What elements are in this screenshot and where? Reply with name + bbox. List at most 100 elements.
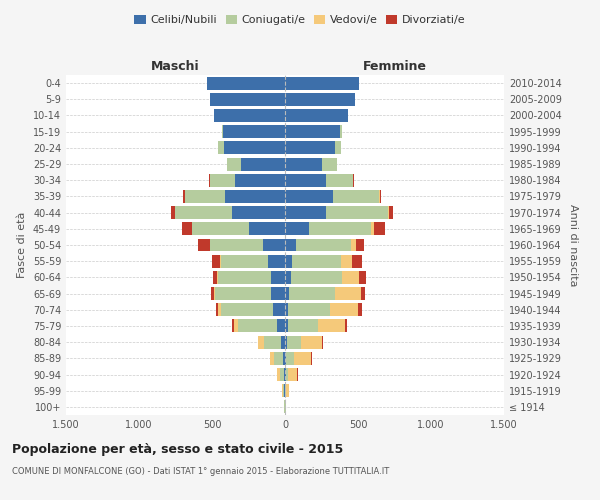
- Bar: [285, 304, 288, 316]
- Bar: [356, 238, 364, 252]
- Bar: [289, 287, 335, 300]
- Bar: [221, 254, 268, 268]
- Bar: [326, 174, 353, 186]
- Bar: [285, 206, 326, 219]
- Bar: [285, 238, 296, 252]
- Bar: [359, 271, 366, 284]
- Bar: [232, 320, 234, 332]
- Bar: [218, 304, 221, 316]
- Bar: [352, 254, 362, 268]
- Bar: [211, 287, 214, 300]
- Bar: [340, 125, 341, 138]
- Bar: [210, 238, 263, 252]
- Bar: [224, 142, 285, 154]
- Bar: [285, 158, 322, 170]
- Text: Popolazione per età, sesso e stato civile - 2015: Popolazione per età, sesso e stato civil…: [12, 442, 343, 456]
- Bar: [285, 368, 286, 381]
- Bar: [285, 190, 333, 203]
- Text: Maschi: Maschi: [151, 60, 200, 74]
- Bar: [207, 76, 285, 90]
- Bar: [285, 352, 286, 365]
- Bar: [287, 320, 317, 332]
- Bar: [270, 352, 274, 365]
- Bar: [283, 384, 284, 397]
- Bar: [183, 190, 185, 203]
- Bar: [344, 320, 347, 332]
- Bar: [322, 336, 323, 348]
- Bar: [268, 254, 285, 268]
- Bar: [182, 222, 192, 235]
- Bar: [214, 109, 285, 122]
- Bar: [218, 142, 224, 154]
- Bar: [277, 368, 280, 381]
- Bar: [282, 384, 283, 397]
- Bar: [295, 352, 311, 365]
- Bar: [272, 304, 285, 316]
- Bar: [222, 125, 223, 138]
- Bar: [388, 206, 389, 219]
- Bar: [330, 304, 358, 316]
- Bar: [277, 320, 285, 332]
- Bar: [192, 222, 248, 235]
- Text: COMUNE DI MONFALCONE (GO) - Dati ISTAT 1° gennaio 2015 - Elaborazione TUTTITALIA: COMUNE DI MONFALCONE (GO) - Dati ISTAT 1…: [12, 468, 389, 476]
- Bar: [343, 271, 359, 284]
- Bar: [361, 287, 365, 300]
- Bar: [210, 93, 285, 106]
- Bar: [286, 368, 289, 381]
- Bar: [281, 336, 285, 348]
- Text: Femmine: Femmine: [362, 60, 427, 74]
- Bar: [309, 222, 371, 235]
- Bar: [227, 158, 241, 170]
- Bar: [218, 271, 271, 284]
- Bar: [185, 190, 225, 203]
- Bar: [248, 222, 285, 235]
- Bar: [235, 174, 285, 186]
- Bar: [271, 287, 285, 300]
- Bar: [374, 222, 385, 235]
- Bar: [285, 254, 292, 268]
- Bar: [223, 125, 285, 138]
- Bar: [285, 271, 290, 284]
- Bar: [198, 238, 209, 252]
- Bar: [358, 304, 362, 316]
- Bar: [285, 76, 359, 90]
- Bar: [286, 352, 295, 365]
- Bar: [333, 190, 379, 203]
- Bar: [215, 304, 218, 316]
- Bar: [170, 206, 175, 219]
- Bar: [292, 254, 341, 268]
- Bar: [301, 336, 322, 348]
- Bar: [288, 304, 330, 316]
- Bar: [285, 125, 340, 138]
- Bar: [241, 158, 285, 170]
- Bar: [285, 336, 287, 348]
- Y-axis label: Fasce di età: Fasce di età: [17, 212, 27, 278]
- Bar: [271, 271, 285, 284]
- Bar: [290, 271, 343, 284]
- Bar: [285, 109, 348, 122]
- Bar: [335, 287, 361, 300]
- Bar: [221, 304, 272, 316]
- Bar: [285, 320, 287, 332]
- Bar: [264, 336, 281, 348]
- Bar: [350, 238, 356, 252]
- Bar: [280, 368, 284, 381]
- Bar: [322, 158, 337, 170]
- Bar: [380, 190, 381, 203]
- Bar: [371, 222, 374, 235]
- Bar: [284, 368, 285, 381]
- Bar: [286, 384, 289, 397]
- Bar: [285, 93, 355, 106]
- Bar: [389, 206, 393, 219]
- Bar: [212, 254, 220, 268]
- Bar: [263, 238, 285, 252]
- Bar: [285, 287, 289, 300]
- Bar: [283, 352, 285, 365]
- Bar: [234, 320, 238, 332]
- Bar: [335, 142, 341, 154]
- Bar: [274, 352, 283, 365]
- Bar: [317, 320, 344, 332]
- Bar: [285, 222, 309, 235]
- Legend: Celibi/Nubili, Coniugati/e, Vedovi/e, Divorziati/e: Celibi/Nubili, Coniugati/e, Vedovi/e, Di…: [130, 10, 470, 30]
- Bar: [225, 190, 285, 203]
